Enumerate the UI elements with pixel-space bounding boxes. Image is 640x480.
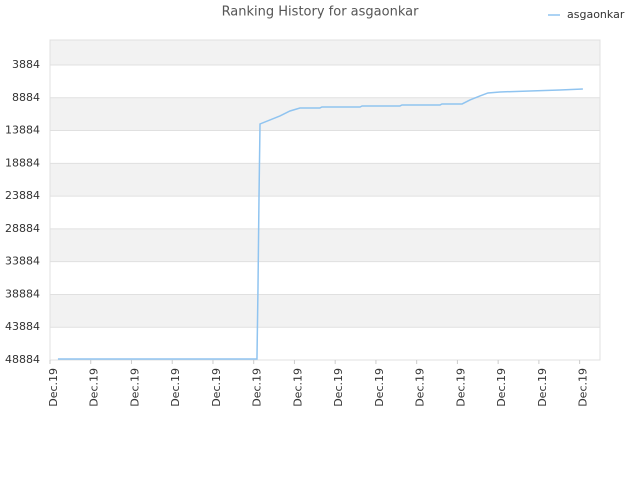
x-tick-label: Dec.19 xyxy=(454,368,467,407)
y-tick-label: 13884 xyxy=(5,124,40,137)
grid-band xyxy=(50,40,600,65)
x-tick-label: Dec.19 xyxy=(495,368,508,407)
x-tick-label: Dec.19 xyxy=(88,368,101,407)
grid-band xyxy=(50,228,600,262)
legend-label: asgaonkar xyxy=(567,8,625,21)
grid-band xyxy=(50,294,600,328)
y-tick-label: 48884 xyxy=(5,353,40,366)
y-tick-label: 28884 xyxy=(5,222,40,235)
x-tick-label: Dec.19 xyxy=(169,368,182,407)
y-tick-label: 23884 xyxy=(5,189,40,202)
x-tick-label: Dec.19 xyxy=(291,368,304,407)
y-tick-label: 38884 xyxy=(5,287,40,300)
chart-title: Ranking History for asgaonkar xyxy=(222,5,420,20)
x-tick-label: Dec.19 xyxy=(210,368,223,407)
data-line xyxy=(57,88,583,360)
y-tick-label: 18884 xyxy=(5,156,40,169)
x-tick-label: Dec.19 xyxy=(47,368,60,407)
y-tick-label: 3884 xyxy=(12,58,40,71)
grid-band xyxy=(50,97,600,131)
x-tick-label: Dec.19 xyxy=(577,368,590,407)
x-tick-label: Dec.19 xyxy=(414,368,427,407)
x-tick-label: Dec.19 xyxy=(373,368,386,407)
y-tick-label: 43884 xyxy=(5,320,40,333)
x-tick-label: Dec.19 xyxy=(332,368,345,407)
grid-band xyxy=(50,163,600,197)
y-tick-label: 33884 xyxy=(5,255,40,268)
x-tick-label: Dec.19 xyxy=(536,368,549,407)
x-tick-label: Dec.19 xyxy=(128,368,141,407)
y-tick-label: 8884 xyxy=(12,91,40,104)
x-tick-label: Dec.19 xyxy=(251,368,264,407)
